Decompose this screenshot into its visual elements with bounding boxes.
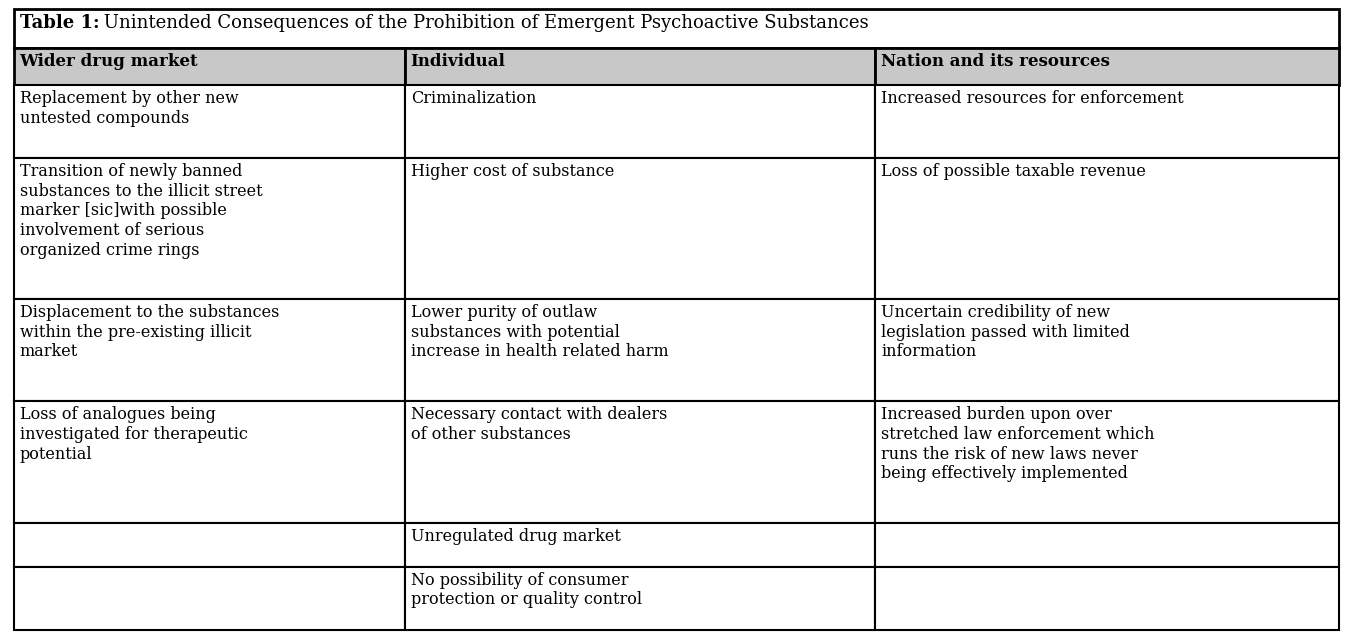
Text: Loss of analogues being
investigated for therapeutic
potential: Loss of analogues being investigated for… bbox=[19, 406, 248, 463]
Text: Individual: Individual bbox=[411, 53, 506, 70]
Text: Lower purity of outlaw
substances with potential
increase in health related harm: Lower purity of outlaw substances with p… bbox=[411, 304, 668, 360]
Text: Increased resources for enforcement: Increased resources for enforcement bbox=[881, 91, 1184, 108]
Text: Wider drug market: Wider drug market bbox=[19, 53, 198, 70]
Text: Loss of possible taxable revenue: Loss of possible taxable revenue bbox=[881, 163, 1146, 180]
Text: Unintended Consequences of the Prohibition of Emergent Psychoactive Substances: Unintended Consequences of the Prohibiti… bbox=[97, 15, 869, 32]
Text: Displacement to the substances
within the pre-existing illicit
market: Displacement to the substances within th… bbox=[19, 304, 279, 360]
Text: Replacement by other new
untested compounds: Replacement by other new untested compou… bbox=[19, 91, 238, 127]
Text: Uncertain credibility of new
legislation passed with limited
information: Uncertain credibility of new legislation… bbox=[881, 304, 1130, 360]
Text: Higher cost of substance: Higher cost of substance bbox=[411, 163, 614, 180]
Text: Transition of newly banned
substances to the illicit street
marker [sic]with pos: Transition of newly banned substances to… bbox=[19, 163, 262, 259]
Text: Unregulated drug market: Unregulated drug market bbox=[411, 528, 621, 545]
Text: Nation and its resources: Nation and its resources bbox=[881, 53, 1111, 70]
Text: Table 1:: Table 1: bbox=[19, 15, 99, 32]
Text: No possibility of consumer
protection or quality control: No possibility of consumer protection or… bbox=[411, 572, 641, 608]
Text: Necessary contact with dealers
of other substances: Necessary contact with dealers of other … bbox=[411, 406, 667, 443]
Text: Criminalization: Criminalization bbox=[411, 91, 536, 108]
Text: Increased burden upon over
stretched law enforcement which
runs the risk of new : Increased burden upon over stretched law… bbox=[881, 406, 1155, 482]
